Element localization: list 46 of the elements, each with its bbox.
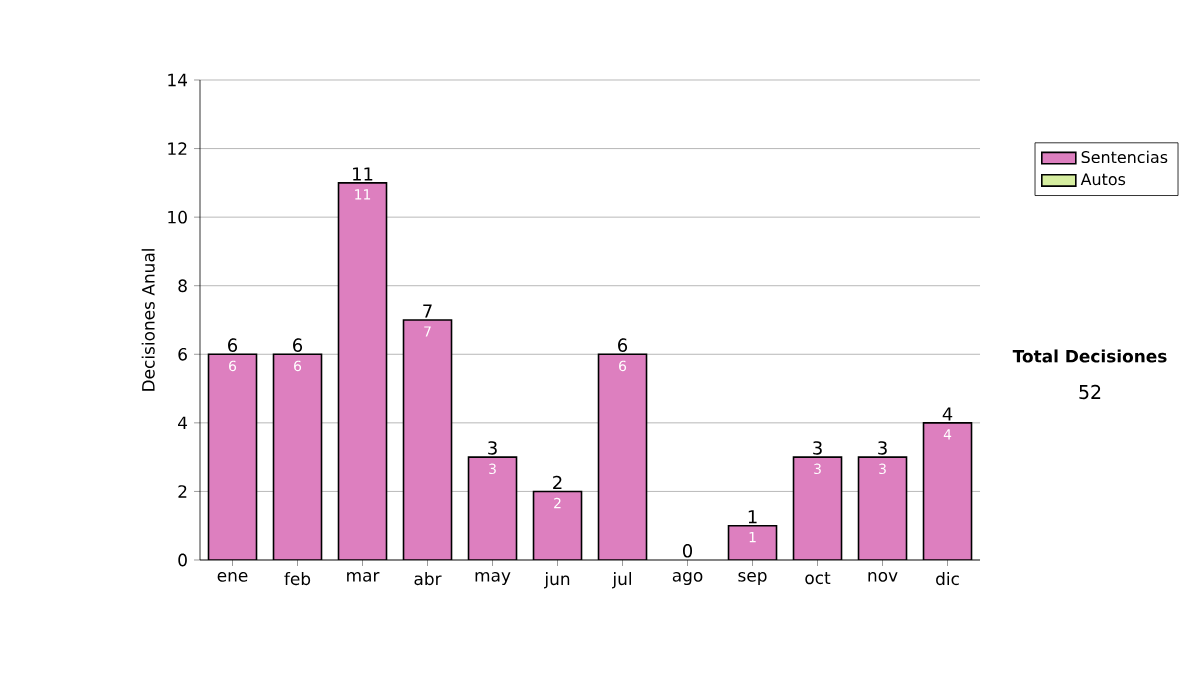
bar: [727, 524, 778, 560]
text: 52: [1079, 384, 1101, 400]
x-tick-label: nov: [868, 572, 898, 582]
y-tick-label: 2: [178, 485, 187, 498]
y-tick-label: 8: [178, 279, 187, 293]
total-label: 3: [813, 441, 822, 455]
bar: [207, 353, 258, 560]
y-tick-label: 12: [168, 142, 187, 155]
bar: [922, 422, 973, 560]
bar: [402, 319, 453, 560]
total-label: 3: [488, 441, 497, 455]
total-label: 0: [683, 544, 693, 558]
bar: [532, 490, 583, 560]
y-tick-label: 4: [178, 416, 188, 430]
bar: [467, 456, 518, 560]
total-label: 7: [423, 304, 432, 318]
bar: [272, 353, 323, 560]
total-label: 11: [353, 167, 373, 181]
x-tick-label: mar: [347, 572, 380, 582]
x-tick-label: jun: [544, 572, 570, 589]
total-label: 6: [618, 338, 628, 352]
text: Total Decisiones: [1012, 349, 1167, 363]
bar: [792, 456, 843, 560]
total-label: 3: [878, 441, 887, 455]
total-label: 6: [293, 338, 303, 352]
total-label: 1: [748, 510, 757, 524]
total-label: 4: [942, 407, 953, 421]
x-tick-label: abr: [414, 572, 442, 586]
bar: [597, 353, 648, 560]
y-axis-title: Decisiones Anual: [141, 249, 155, 391]
x-tick-label: jul: [612, 572, 632, 589]
total-label: 6: [228, 338, 238, 352]
x-tick-label: feb: [284, 572, 311, 586]
x-tick-label: oct: [805, 572, 831, 585]
total-label: 2: [553, 475, 562, 490]
x-tick-label: ene: [217, 572, 248, 582]
y-tick-label: 10: [168, 210, 187, 224]
bar: [337, 182, 388, 560]
y-tick-label: 0: [178, 553, 187, 567]
y-tick-label: 6: [178, 347, 187, 361]
x-tick-label: sep: [738, 572, 767, 586]
x-tick-label: dic: [936, 572, 959, 586]
y-tick-label: 14: [168, 73, 188, 87]
bar: [857, 456, 908, 560]
x-tick-label: ago: [672, 572, 703, 586]
x-tick-label: may: [475, 572, 511, 586]
